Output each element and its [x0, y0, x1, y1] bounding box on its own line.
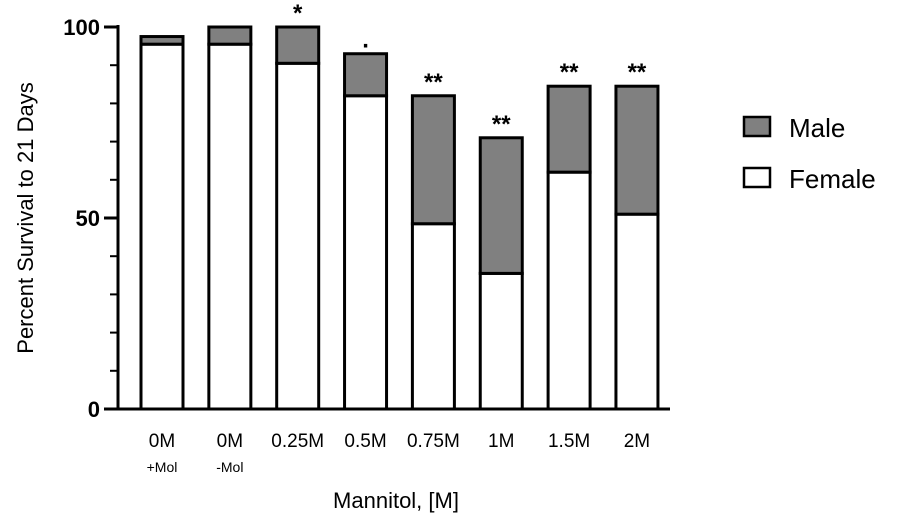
y-tick-label: 50 — [76, 206, 100, 231]
x-tick-label: 1M — [488, 431, 514, 452]
y-tick-labels: 0 50 100 — [63, 15, 100, 422]
significance-markers: *. ** ** ** ** — [293, 0, 647, 138]
bar-male — [546, 84, 592, 174]
bar-male — [139, 35, 185, 46]
x-tick-label: 2M — [624, 431, 650, 452]
legend: Male Female — [742, 113, 876, 194]
significance-marker: * — [293, 0, 303, 27]
x-axis-title: Mannitol, [M] — [333, 488, 459, 513]
significance-marker: ** — [560, 59, 579, 86]
bar-female — [139, 42, 185, 411]
significance-marker: ** — [492, 111, 511, 138]
bar-female — [546, 170, 592, 411]
legend-label-female: Female — [789, 164, 876, 194]
significance-marker: . — [362, 27, 369, 54]
bar-female — [410, 222, 456, 411]
y-tick-label: 100 — [63, 15, 100, 40]
x-tick-label: 0.75M — [407, 431, 460, 452]
bar-male — [614, 84, 660, 216]
bar-male — [207, 25, 253, 46]
x-tick-label: 0M — [217, 431, 243, 452]
significance-marker: ** — [424, 69, 443, 96]
legend-swatch-male — [742, 115, 772, 138]
x-tick-label: 0M — [149, 431, 175, 452]
y-axis-title: Percent Survival to 21 Days — [13, 82, 38, 353]
bar-male — [478, 136, 524, 275]
legend-swatch-female — [742, 166, 772, 189]
x-tick-label: 0.5M — [344, 431, 386, 452]
bars — [139, 25, 660, 411]
bar-male — [343, 52, 389, 98]
bar-male — [410, 94, 456, 226]
x-tick-sublabel: +Mol — [147, 459, 178, 475]
bar-female — [343, 94, 389, 411]
x-tick-label: 1.5M — [548, 431, 590, 452]
bar-female — [478, 271, 524, 411]
category-labels: 0M +Mol 0M -Mol 0.25M 0.5M 0.75M 1M 1.5M 2M — [147, 431, 651, 475]
x-tick-label: 0.25M — [271, 431, 324, 452]
bar-female — [275, 61, 321, 411]
y-tick-label: 0 — [88, 397, 100, 422]
significance-marker: ** — [628, 59, 647, 86]
legend-label-male: Male — [789, 113, 845, 143]
bar-female — [207, 42, 253, 411]
bar-male — [275, 25, 321, 65]
x-tick-sublabel: -Mol — [216, 459, 243, 475]
bar-female — [614, 212, 660, 411]
